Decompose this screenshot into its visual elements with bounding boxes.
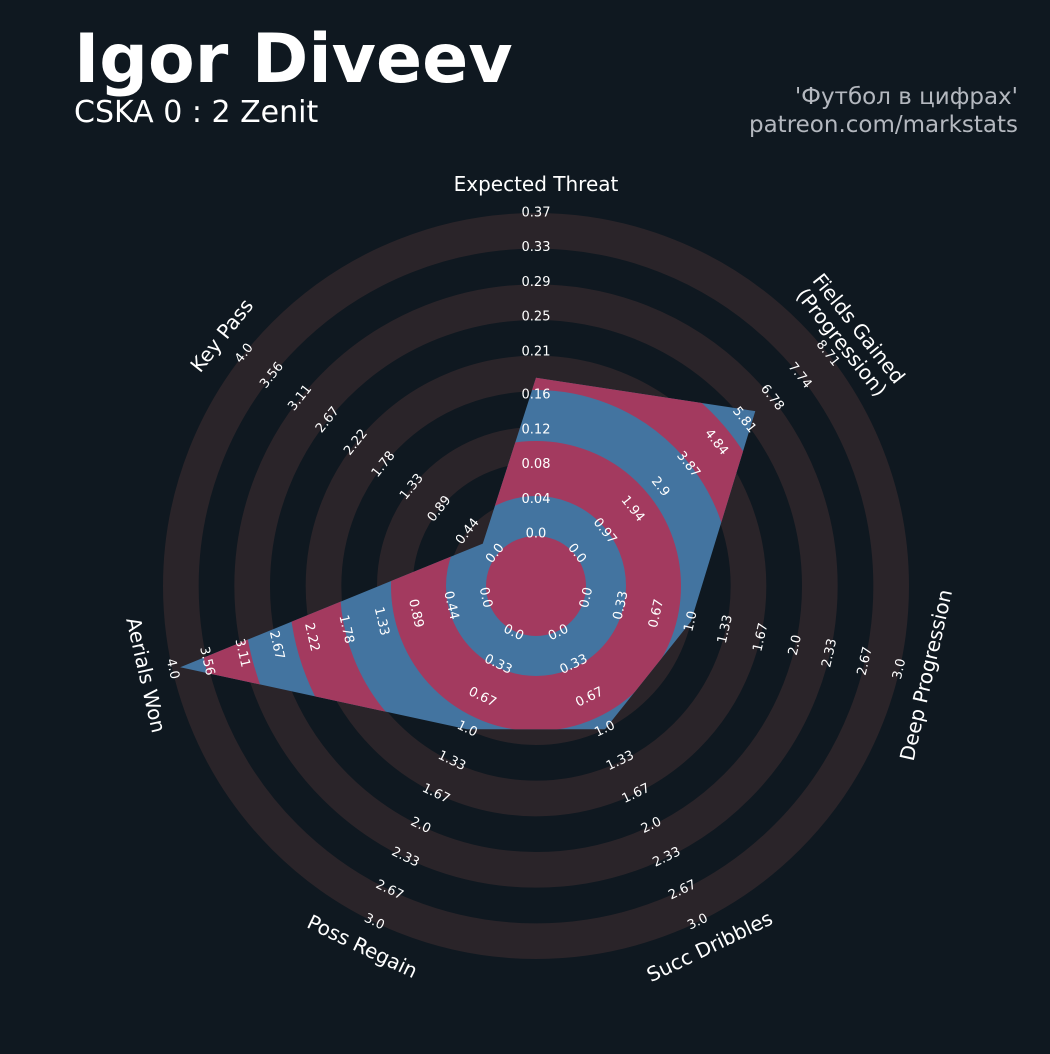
ring-band: [162, 212, 910, 960]
tick-label: 4.0: [163, 657, 182, 681]
tick-label: 0.16: [522, 388, 551, 403]
ring-band: [305, 355, 767, 817]
tick-label: 2.67: [266, 629, 287, 661]
tick-label: 1.67: [750, 622, 771, 654]
tick-label: 0.89: [405, 598, 426, 630]
tick-label: 0.44: [440, 590, 461, 622]
radar-band: [391, 441, 681, 730]
ring-band: [234, 284, 838, 888]
tick-label: 3.0: [890, 657, 909, 681]
tick-label: 2.33: [819, 637, 840, 669]
tick-label: 0.0: [526, 527, 547, 542]
tick-label: 1.0: [681, 610, 700, 634]
tick-label: 2.0: [786, 633, 805, 657]
tick-label: 0.08: [522, 457, 551, 472]
tick-label: 0.29: [522, 275, 551, 290]
chart-title: Igor Diveev: [74, 20, 513, 99]
tick-label: 2.22: [301, 621, 322, 653]
tick-label: 0.0: [476, 586, 495, 610]
tick-label: 3.56: [196, 645, 217, 677]
tick-label: 0.0: [577, 586, 596, 610]
tick-label: 0.04: [522, 492, 551, 507]
credit: patreon.com/markstats: [749, 112, 1018, 138]
tick-label: 1.78: [336, 614, 357, 646]
tick-label: 0.67: [646, 598, 667, 630]
tick-label: 0.25: [522, 310, 551, 325]
tick-label: 0.12: [522, 422, 551, 437]
tick-label: 2.67: [855, 645, 876, 677]
radar-band: [486, 536, 586, 636]
tick-label: 0.33: [611, 590, 632, 622]
tick-label: 0.21: [522, 344, 551, 359]
tick-label: 3.11: [231, 637, 252, 669]
tick-label: 1.33: [371, 606, 392, 638]
chart-subtitle: CSKA 0 : 2 Zenit: [74, 95, 318, 130]
tick-label: 0.33: [522, 240, 551, 255]
param-label: Expected Threat: [454, 172, 619, 196]
tick-label: 0.37: [522, 206, 551, 221]
credit: 'Футбол в цифрах': [795, 84, 1018, 110]
tick-label: 1.33: [715, 613, 736, 645]
rings: [162, 212, 910, 960]
